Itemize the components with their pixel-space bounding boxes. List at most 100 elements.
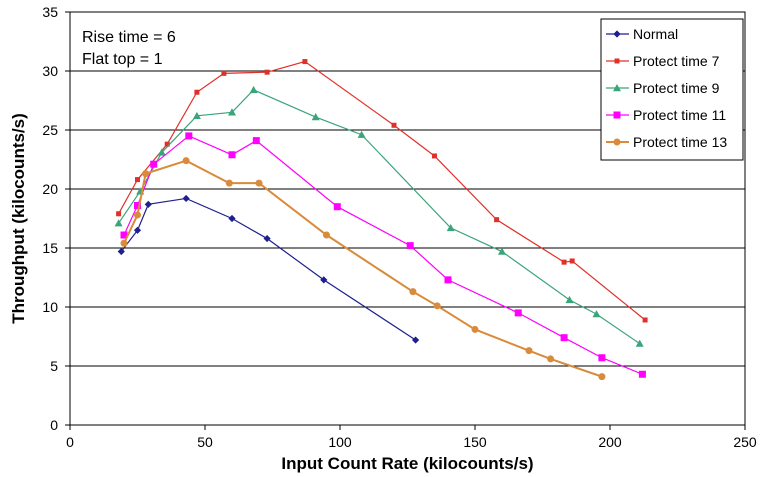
series-line bbox=[120, 197, 416, 341]
legend-swatch-marker bbox=[613, 138, 621, 146]
series-line bbox=[118, 89, 641, 345]
legend-label: Normal bbox=[633, 26, 678, 42]
y-tick-label: 5 bbox=[50, 358, 58, 374]
data-point bbox=[638, 370, 646, 378]
data-point bbox=[525, 347, 533, 355]
legend-label: Protect time 7 bbox=[633, 53, 720, 69]
data-point bbox=[498, 247, 506, 255]
axis-ticks: 0 5 10 15 20 25 30 35 0 50 100 150 200 250 bbox=[42, 4, 756, 450]
legend-swatch-marker bbox=[613, 84, 621, 92]
annotation-flat-top: Flat top = 1 bbox=[82, 51, 163, 68]
y-tick-label: 15 bbox=[42, 240, 58, 256]
plot-area-frame bbox=[69, 11, 746, 426]
data-point bbox=[142, 170, 150, 178]
data-point bbox=[150, 160, 158, 168]
data-point bbox=[164, 141, 170, 147]
data-point bbox=[412, 336, 420, 344]
data-point bbox=[135, 177, 140, 183]
series-line bbox=[118, 60, 646, 321]
data-point bbox=[194, 89, 200, 95]
series-4 bbox=[120, 157, 606, 381]
data-point bbox=[117, 247, 125, 256]
data-point bbox=[598, 354, 606, 362]
data-point bbox=[333, 203, 341, 211]
x-tick-label: 150 bbox=[463, 434, 487, 450]
data-point bbox=[264, 69, 270, 75]
data-point bbox=[182, 194, 190, 203]
data-point bbox=[311, 113, 320, 121]
data-point bbox=[252, 137, 260, 145]
legend-label: Protect time 11 bbox=[633, 107, 726, 123]
x-axis-title: Input Count Rate (kilocounts/s) bbox=[281, 454, 533, 473]
legend-label: Protect time 13 bbox=[633, 134, 727, 150]
data-point bbox=[446, 223, 455, 232]
data-point bbox=[406, 242, 414, 250]
y-tick-label: 35 bbox=[42, 4, 58, 20]
data-point bbox=[228, 108, 236, 116]
legend-label: Protect time 9 bbox=[633, 80, 720, 96]
data-point bbox=[228, 214, 236, 223]
y-tick-label: 20 bbox=[42, 181, 58, 197]
y-tick-label: 25 bbox=[42, 122, 58, 138]
y-tick-label: 0 bbox=[50, 417, 58, 433]
x-tick-label: 250 bbox=[733, 434, 757, 450]
data-point bbox=[120, 239, 128, 247]
data-point bbox=[185, 132, 193, 140]
data-point bbox=[221, 70, 227, 76]
data-point bbox=[249, 85, 258, 94]
x-tick-label: 50 bbox=[197, 434, 213, 450]
data-point bbox=[182, 157, 190, 165]
data-point bbox=[494, 217, 500, 223]
data-point bbox=[263, 234, 271, 243]
data-point bbox=[432, 153, 437, 159]
data-point bbox=[228, 151, 236, 159]
legend-swatch-marker bbox=[613, 30, 621, 38]
data-point bbox=[192, 111, 201, 120]
x-tick-label: 200 bbox=[598, 434, 622, 450]
data-point bbox=[514, 309, 522, 317]
y-axis-title: Throughput (kilocounts/s) bbox=[9, 113, 28, 324]
series-1 bbox=[116, 59, 648, 323]
x-tick-label: 0 bbox=[66, 434, 74, 450]
legend-item: Protect time 7 bbox=[606, 53, 720, 69]
data-point bbox=[120, 231, 128, 239]
data-point bbox=[433, 302, 441, 310]
data-point bbox=[302, 59, 308, 65]
data-point bbox=[560, 334, 568, 342]
legend-item: Protect time 11 bbox=[606, 107, 726, 123]
data-point bbox=[565, 295, 574, 304]
data-point bbox=[144, 200, 152, 208]
y-tick-label: 30 bbox=[42, 63, 58, 79]
data-point bbox=[561, 259, 567, 265]
data-point bbox=[134, 202, 141, 210]
data-point bbox=[592, 310, 601, 318]
data-point bbox=[635, 339, 644, 347]
legend-box bbox=[600, 18, 744, 161]
legend-item: Normal bbox=[606, 26, 678, 42]
series-layer bbox=[114, 59, 648, 381]
legend-item: Protect time 13 bbox=[606, 134, 727, 150]
x-tick-label: 100 bbox=[328, 434, 352, 450]
legend-item: Protect time 9 bbox=[606, 80, 720, 96]
data-point bbox=[255, 179, 263, 187]
data-point bbox=[134, 211, 141, 219]
series-line bbox=[123, 159, 603, 378]
data-point bbox=[133, 226, 142, 234]
data-point bbox=[323, 231, 330, 239]
data-point bbox=[569, 258, 575, 264]
data-point bbox=[391, 122, 397, 128]
data-point bbox=[598, 373, 606, 381]
data-point bbox=[357, 130, 366, 138]
y-tick-label: 10 bbox=[42, 299, 58, 315]
data-point bbox=[409, 288, 417, 296]
data-point bbox=[225, 179, 233, 187]
series-0 bbox=[117, 194, 420, 344]
data-point bbox=[471, 325, 479, 333]
data-point bbox=[320, 276, 328, 284]
annotation-rise-time: Rise time = 6 bbox=[82, 29, 176, 46]
series-2 bbox=[114, 85, 644, 347]
legend-swatch-marker bbox=[614, 58, 620, 64]
data-point bbox=[642, 317, 648, 323]
